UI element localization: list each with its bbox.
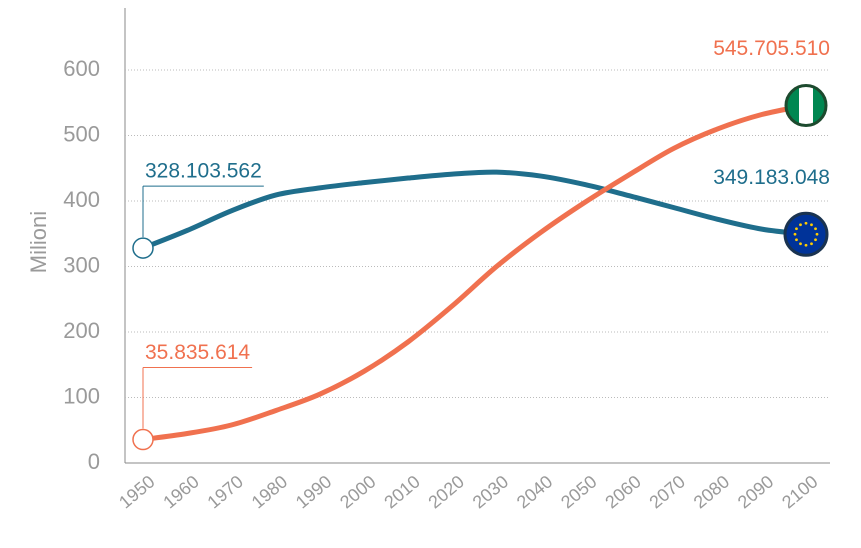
end-marker [783, 211, 829, 257]
flag-star [799, 223, 802, 227]
flag-star [795, 227, 798, 231]
value-label: 328.103.562 [145, 160, 262, 183]
start-marker [132, 428, 154, 451]
flag-star [793, 232, 797, 236]
x-tick-label: 1960 [159, 471, 203, 512]
start-marker [132, 237, 154, 259]
x-tick-label: 2030 [469, 471, 513, 512]
x-tick-label: 2050 [557, 471, 601, 512]
flag-ring [784, 84, 828, 128]
flag-star [804, 243, 808, 247]
flag-star [804, 221, 808, 225]
y-tick-label: 600 [63, 56, 100, 81]
y-tick-label: 500 [63, 121, 100, 146]
flag-star [810, 223, 813, 227]
end-marker [784, 84, 828, 128]
x-tick-label: 1990 [292, 471, 336, 512]
x-tick-label: 2090 [734, 471, 778, 512]
flag-eu [783, 211, 829, 257]
flag-star [810, 242, 813, 246]
x-tick-label: 2070 [645, 471, 689, 512]
flag-band [799, 85, 813, 126]
value-label: 349.183.048 [713, 166, 830, 189]
x-tick-label: 2080 [690, 471, 734, 512]
y-tick-label: 100 [63, 383, 100, 408]
x-tick-label: 1970 [203, 471, 247, 512]
x-tick-label: 2000 [336, 471, 380, 512]
value-label: 545.705.510 [713, 37, 830, 60]
x-tick-label: 2100 [778, 471, 822, 512]
y-axis-label: Milioni [26, 211, 51, 273]
x-tick-label: 1950 [115, 471, 159, 512]
series-line [140, 103, 809, 443]
series-line [140, 169, 809, 251]
y-tick-label: 200 [63, 318, 100, 343]
y-tick-label: 400 [63, 187, 100, 212]
value-label: 35.835.614 [145, 341, 250, 364]
x-tick-label: 2020 [424, 471, 468, 512]
x-tick-label: 2040 [513, 471, 557, 512]
flag-star [814, 238, 817, 242]
y-tick-label: 0 [88, 449, 100, 474]
flag-star [795, 238, 798, 242]
y-tick-label: 300 [63, 252, 100, 277]
flag-star [815, 232, 819, 236]
x-tick-label: 2010 [380, 471, 424, 512]
x-tick-label: 1980 [248, 471, 292, 512]
flag-star [814, 227, 817, 231]
flag-star [799, 242, 802, 246]
x-tick-label: 2060 [601, 471, 645, 512]
